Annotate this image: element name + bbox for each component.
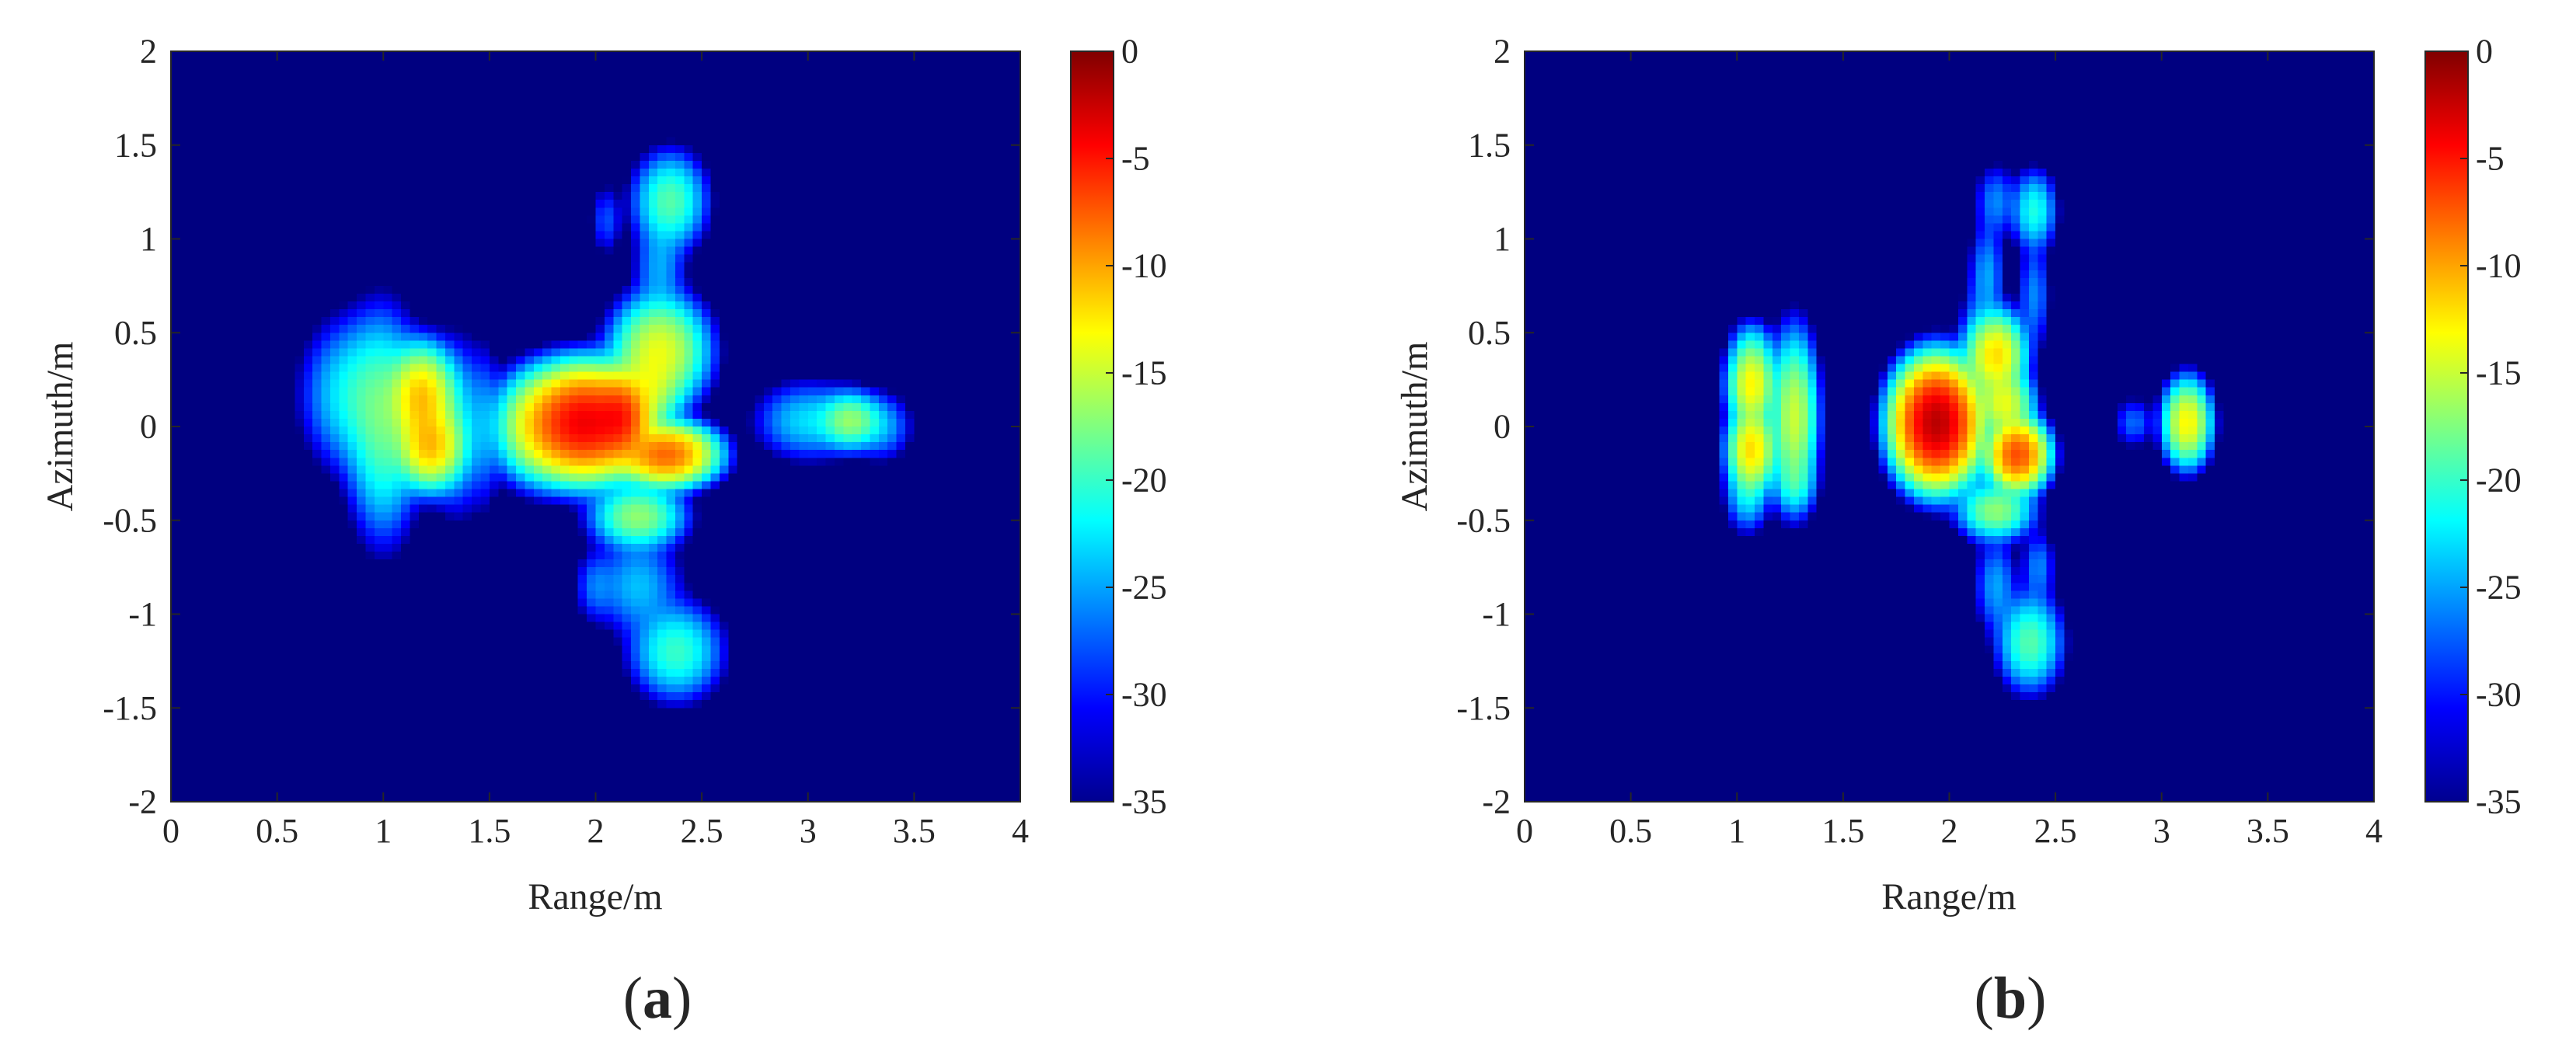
y-ticks-a: 2 1.5 1 0.5 0 -0.5 -1 -1.5 -2	[103, 33, 1020, 821]
y-tick-label: -1.5	[1456, 689, 1511, 727]
x-tick-label: 1	[1728, 812, 1745, 850]
colorbar-ticks-b: 0 -5 -10 -15 -20 -25 -30 -35	[2460, 33, 2522, 821]
y-tick-label: 0	[1494, 408, 1511, 446]
x-tick-label: 3	[2153, 812, 2170, 850]
x-tick-label: 3.5	[893, 812, 936, 850]
y-tick-label: 0.5	[114, 314, 157, 352]
colorbar-a	[1070, 50, 1114, 803]
y-tick-label: -0.5	[103, 501, 157, 539]
x-tick-label: 1	[375, 812, 392, 850]
heatmap-image-b	[1525, 51, 2374, 802]
colorbar-tick-label: -35	[1121, 783, 1167, 821]
y-tick-label: 2	[140, 33, 157, 71]
y-tick-label: -0.5	[1456, 501, 1511, 539]
y-tick-label: 1	[140, 220, 157, 258]
colorbar-tick-label: -30	[1121, 676, 1167, 714]
y-axis-label-a: Azimuth/m	[40, 342, 81, 512]
y-tick-label: -1.5	[103, 689, 157, 727]
colorbar-tick-label: 0	[2476, 33, 2493, 71]
x-tick-label: 4	[1012, 812, 1029, 850]
panel-label-b: (b)	[1975, 966, 2047, 1031]
colorbar-tick-label: -20	[2476, 461, 2522, 500]
y-axis-label-b: Azimuth/m	[1394, 342, 1435, 512]
x-tick-label: 2.5	[681, 812, 723, 850]
heatmap-image-a	[171, 51, 1020, 802]
x-tick-label: 0.5	[1609, 812, 1652, 850]
x-tick-label: 0.5	[256, 812, 298, 850]
colorbar-tick-label: -10	[1121, 247, 1167, 285]
y-tick-label: 0	[140, 408, 157, 446]
y-tick-label: -2	[128, 783, 157, 821]
y-tick-label: 1.5	[1468, 126, 1511, 164]
x-tick-label: 2	[1941, 812, 1958, 850]
x-tick-label: 3.5	[2247, 812, 2289, 850]
x-tick-label: 3	[800, 812, 817, 850]
x-ticks-b: 0 0.5 1 1.5 2 2.5 3 3.5 4	[1516, 51, 2383, 850]
colorbar-b	[2424, 50, 2469, 803]
colorbar-tick-label: -25	[1121, 569, 1167, 607]
x-tick-label: 4	[2365, 812, 2383, 850]
colorbar-tick-label: -10	[2476, 247, 2522, 285]
y-tick-label: -1	[1482, 595, 1511, 633]
y-tick-label: -1	[128, 595, 157, 633]
panel-label-a: (a)	[623, 966, 692, 1031]
x-tick-label: 1.5	[468, 812, 511, 850]
colorbar-ticks-a: 0 -5 -10 -15 -20 -25 -30 -35	[1106, 33, 1167, 821]
x-axis-label-b: Range/m	[1881, 876, 2016, 917]
x-tick-label: 1.5	[1821, 812, 1864, 850]
panel-b: 0 0.5 1 1.5 2 2.5 3 3.5 4 21.510.50-0.5-1-1.5-2 …	[1394, 33, 2522, 1032]
colorbar-tick-label: -5	[1121, 140, 1150, 178]
colorbar-tick-label: -15	[1121, 354, 1167, 392]
colorbar-tick-label: -25	[2476, 569, 2522, 607]
x-tick-label: 0	[1516, 812, 1533, 850]
x-tick-label: 2.5	[2034, 812, 2077, 850]
y-tick-label: 2	[1494, 33, 1511, 71]
colorbar-tick-label: 0	[1121, 33, 1138, 71]
colorbar-tick-label: -15	[2476, 354, 2522, 392]
x-tick-label: 0	[162, 812, 180, 850]
colorbar-tick-label: -20	[1121, 461, 1167, 500]
y-tick-label: 0.5	[1468, 314, 1511, 352]
x-axis-label-a: Range/m	[528, 876, 662, 917]
y-tick-label: -2	[1482, 783, 1511, 821]
x-tick-label: 2	[587, 812, 605, 850]
colorbar-tick-label: -30	[2476, 676, 2522, 714]
y-ticks-b: 2 1.5 1 0.5 0 -0.5 -1 -1.5 -2	[1456, 33, 2374, 821]
panel-a: 0 0.5 1 1.5 2 2.5 3 3.5 4 21.510.50-0.5-1-1.5-2 …	[40, 33, 1167, 1032]
x-ticks-a: 0 0.5 1 1.5 2 2.5 3 3.5 4	[162, 51, 1029, 850]
y-tick-label: 1.5	[114, 126, 157, 164]
colorbar-tick-label: -35	[2476, 783, 2522, 821]
colorbar-tick-label: -5	[2476, 140, 2505, 178]
y-tick-label: 1	[1494, 220, 1511, 258]
